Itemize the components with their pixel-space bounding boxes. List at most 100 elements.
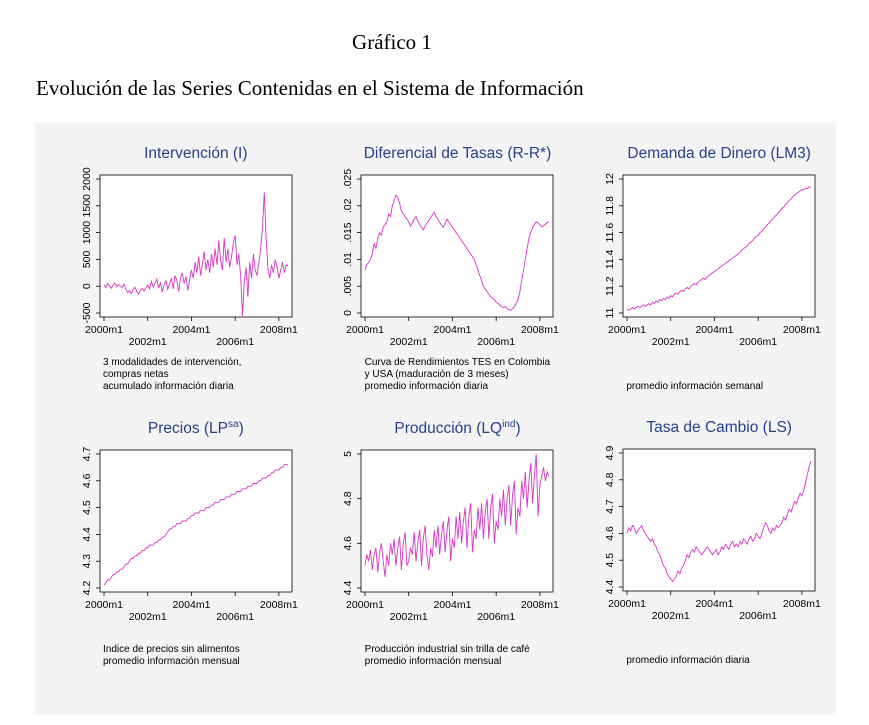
- x-tick-label: 2002m1: [129, 611, 167, 623]
- y-tick-label: 4.6: [81, 474, 93, 489]
- y-tick-label: 4.8: [604, 472, 616, 487]
- chart-title: Intervención (I): [144, 145, 248, 162]
- x-tick-label: 2006m1: [478, 336, 516, 348]
- y-tick-label: 5: [342, 451, 354, 457]
- y-tick-label: 4.3: [81, 554, 93, 569]
- x-tick-label: 2008m1: [260, 599, 298, 611]
- chart-cell-tasa-cambio: Tasa de Cambio (LS) 4.4 4.5 4.6 4.7 4.8 4.9 20…: [568, 419, 826, 668]
- series-line: [626, 460, 812, 583]
- y-tick-label: 4.4: [342, 581, 354, 596]
- series-line: [626, 186, 812, 311]
- x-tick-label: 2004m1: [696, 324, 734, 336]
- chart-cell-intervencion: Intervención (I) -500 0 500 1000 1500 2000 200…: [45, 145, 303, 393]
- chart-title: Diferencial de Tasas (R-R*): [363, 145, 552, 162]
- chart-title: Precios (LPsa): [147, 419, 244, 438]
- figure-caption: Evolución de las Series Contenidas en el…: [36, 76, 584, 100]
- y-tick-label: .02: [342, 198, 354, 213]
- line-chart: -500 0 500 1000 1500 2000 2000m1 2002m1 2004m1 20…: [81, 167, 298, 348]
- x-tick-label: 2000m1: [608, 598, 646, 610]
- y-tick-label: 1500: [81, 194, 93, 218]
- chart-title: Tasa de Cambio (LS): [646, 419, 792, 436]
- y-tick-label: .01: [342, 252, 354, 267]
- x-tick-label: 2000m1: [85, 599, 123, 611]
- chart-note: promedio información diaria: [626, 655, 750, 666]
- charts-panel: Intervención (I) -500 0 500 1000 1500 2000 200…: [35, 123, 836, 715]
- y-tick-label: 4.4: [81, 527, 93, 542]
- plot-area: [361, 449, 554, 593]
- x-tick-label: 2008m1: [521, 599, 559, 611]
- y-tick-label: .015: [342, 222, 354, 243]
- y-tick-label: 11.6: [604, 223, 616, 243]
- figure-number-title: Gráfico 1: [352, 30, 432, 54]
- y-tick-label: 11: [604, 307, 616, 318]
- chart-note: 3 modalidades de intervención, compras ne…: [103, 357, 242, 392]
- chart-note: Producción industrial sin trilla de café…: [364, 644, 530, 668]
- series-line: [103, 464, 288, 586]
- y-tick-label: 4.8: [342, 491, 354, 506]
- x-tick-label: 2006m1: [216, 336, 254, 348]
- y-tick-label: 2000: [81, 167, 93, 191]
- y-tick-label: 500: [81, 250, 93, 268]
- x-tick-label: 2004m1: [172, 324, 210, 336]
- y-tick-label: 4.4: [604, 580, 616, 595]
- x-tick-label: 2002m1: [390, 336, 428, 348]
- y-tick-label: 4.7: [81, 447, 93, 462]
- plot-area: [622, 448, 816, 592]
- chart-cell-produccion: Producción (LQind) 4.4 4.6 4.8 5 2000m1 2002m…: [307, 419, 565, 668]
- y-tick-label: -500: [81, 302, 93, 323]
- x-tick-label: 2004m1: [696, 598, 734, 610]
- plot-area: [99, 174, 293, 318]
- x-tick-label: 2008m1: [783, 324, 821, 336]
- x-tick-label: 2006m1: [216, 611, 254, 623]
- x-tick-label: 2006m1: [739, 610, 777, 622]
- x-tick-label: 2000m1: [85, 324, 123, 336]
- y-tick-label: 4.2: [81, 581, 93, 596]
- x-tick-label: 2002m1: [652, 336, 690, 348]
- x-tick-label: 2000m1: [347, 599, 385, 611]
- x-tick-label: 2004m1: [172, 599, 210, 611]
- y-tick-label: 4.5: [81, 500, 93, 515]
- chart-note: Curva de Rendimientos TES en Colombia y U…: [364, 357, 551, 392]
- y-tick-label: 12: [604, 173, 616, 185]
- y-tick-label: 4.9: [604, 446, 616, 461]
- plot-area: [622, 174, 816, 318]
- series-line: [103, 192, 289, 316]
- x-tick-label: 2004m1: [434, 324, 472, 336]
- series-line: [365, 194, 550, 311]
- x-tick-label: 2002m1: [652, 610, 690, 622]
- y-tick-label: .025: [342, 169, 354, 190]
- y-tick-label: 4.6: [604, 526, 616, 541]
- line-chart: 4.2 4.3 4.4 4.5 4.6 4.7 2000m1 2002m1 2004m1 2006…: [81, 447, 298, 623]
- line-chart: 11 11.2 11.4 11.6 11.8 12 2000m1 2002m1 2004m1 20…: [604, 173, 821, 348]
- y-tick-label: 4.7: [604, 499, 616, 514]
- x-tick-label: 2000m1: [347, 324, 385, 336]
- line-chart: 0 .005 .01 .015 .02 .025 2000m1 2002m1 2004m1 200…: [342, 169, 559, 348]
- y-tick-label: .005: [342, 276, 354, 297]
- y-tick-label: 0: [81, 283, 93, 289]
- y-tick-label: 4.6: [342, 536, 354, 551]
- chart-note: promedio información semanal: [626, 381, 764, 392]
- chart-cell-precios: Precios (LPsa) 4.2 4.3 4.4 4.5 4.6 4.7 2000m1 2…: [45, 419, 303, 668]
- chart-cell-diferencial-tasas: Diferencial de Tasas (R-R*) 0 .005 .01 .015…: [307, 145, 565, 393]
- y-tick-label: 11.2: [604, 276, 616, 296]
- line-chart: 4.4 4.6 4.8 5 2000m1 2002m1 2004m1 2006m1 2008m1: [342, 449, 560, 623]
- y-tick-label: 11.4: [604, 249, 616, 269]
- x-tick-label: 2008m1: [783, 598, 821, 610]
- x-tick-label: 2008m1: [260, 324, 298, 336]
- series-line: [365, 454, 550, 578]
- x-tick-label: 2008m1: [521, 324, 559, 336]
- x-tick-label: 2006m1: [478, 611, 516, 623]
- plot-area: [99, 449, 293, 593]
- y-tick-label: 0: [342, 310, 354, 316]
- chart-cell-demanda-dinero: Demanda de Dinero (LM3) 11 11.2 11.4 11.6 11…: [568, 145, 826, 393]
- x-tick-label: 2006m1: [739, 336, 777, 348]
- chart-title: Demanda de Dinero (LM3): [627, 145, 811, 162]
- x-tick-label: 2000m1: [608, 324, 646, 336]
- plot-area: [361, 174, 554, 318]
- y-tick-label: 4.5: [604, 553, 616, 568]
- y-tick-label: 11.8: [604, 196, 616, 216]
- chart-note: Indice de precios sin alimentos promedio …: [103, 644, 240, 668]
- y-tick-label: 1000: [81, 221, 93, 245]
- line-chart: 4.4 4.5 4.6 4.7 4.8 4.9 2000m1 2002m1 2004m1 2006…: [604, 446, 821, 622]
- chart-title: Producción (LQind): [394, 419, 521, 438]
